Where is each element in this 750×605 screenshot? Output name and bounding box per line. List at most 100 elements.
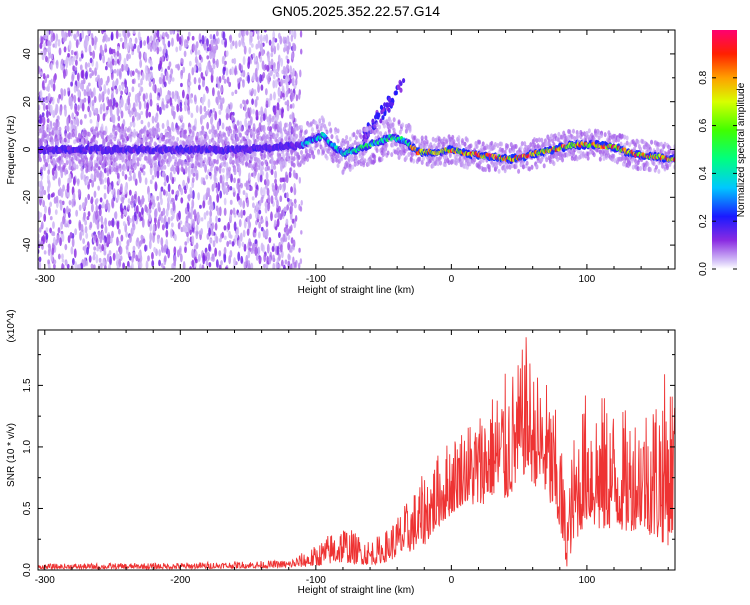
noise-cell bbox=[93, 251, 96, 256]
noise-cell bbox=[149, 44, 153, 53]
noise-cell bbox=[182, 66, 186, 74]
noise-cell bbox=[104, 65, 108, 71]
ridge-halo-cell bbox=[291, 128, 295, 134]
ridge-halo-cell bbox=[384, 146, 388, 152]
ridge-halo-cell bbox=[65, 160, 69, 166]
noise-cell bbox=[99, 197, 103, 203]
noise-cell bbox=[116, 194, 120, 201]
noise-cell bbox=[182, 224, 186, 233]
noise-cell bbox=[142, 93, 146, 102]
noise-cell bbox=[171, 77, 175, 82]
noise-cell bbox=[286, 58, 290, 64]
ridge-halo-cell bbox=[321, 119, 325, 125]
ridge-halo-cell bbox=[387, 129, 391, 135]
noise-cell bbox=[142, 238, 146, 244]
ridge-halo-cell bbox=[85, 135, 89, 141]
noise-cell bbox=[252, 243, 256, 252]
noise-cell bbox=[234, 67, 237, 76]
noise-cell bbox=[201, 79, 205, 88]
noise-cell bbox=[133, 43, 137, 50]
noise-cell bbox=[118, 240, 122, 247]
noise-cell bbox=[110, 92, 114, 101]
ridge-halo-cell bbox=[225, 153, 229, 159]
ridge-halo-cell bbox=[269, 134, 273, 140]
ridge-halo-cell bbox=[354, 135, 358, 141]
ridge-halo-cell bbox=[180, 128, 184, 134]
ridge-halo-cell bbox=[217, 133, 221, 139]
noise-cell bbox=[179, 253, 183, 263]
noise-cell bbox=[88, 110, 92, 118]
noise-cell bbox=[295, 172, 299, 180]
noise-cell bbox=[101, 201, 105, 209]
noise-cell bbox=[219, 190, 223, 199]
noise-cell bbox=[83, 257, 87, 268]
noise-cell bbox=[109, 111, 113, 118]
ridge-halo-cell bbox=[336, 128, 340, 134]
noise-cell bbox=[47, 259, 51, 265]
ridge-halo-cell bbox=[310, 149, 314, 155]
noise-cell bbox=[221, 74, 225, 80]
noise-cell bbox=[224, 38, 228, 48]
ridge-halo-cell bbox=[235, 128, 239, 134]
noise-cell bbox=[292, 256, 295, 265]
noise-cell bbox=[197, 253, 201, 262]
ridge-halo-cell bbox=[295, 133, 299, 139]
ridge-halo-cell bbox=[358, 151, 362, 157]
ridge-halo-cell bbox=[343, 138, 347, 144]
ridge-halo-cell bbox=[184, 129, 188, 135]
noise-cell bbox=[78, 57, 82, 62]
noise-cell bbox=[132, 245, 136, 252]
noise-cell bbox=[71, 73, 75, 82]
ridge-halo-cell bbox=[203, 157, 207, 163]
noise-cell bbox=[134, 37, 138, 44]
noise-cell bbox=[165, 221, 169, 230]
noise-cell bbox=[210, 73, 214, 83]
noise-cell bbox=[279, 177, 283, 183]
noise-cell bbox=[286, 45, 290, 55]
noise-cell bbox=[85, 175, 89, 186]
ridge-halo-cell bbox=[370, 128, 374, 134]
ridge-halo-cell bbox=[187, 157, 191, 163]
noise-cell bbox=[291, 103, 295, 109]
noise-cell bbox=[216, 193, 220, 203]
noise-cell bbox=[195, 242, 199, 250]
noise-cell bbox=[291, 78, 295, 86]
noise-cell bbox=[225, 67, 229, 76]
noise-cell bbox=[103, 84, 107, 93]
noise-cell bbox=[161, 244, 164, 253]
noise-cell bbox=[223, 225, 227, 231]
noise-cell bbox=[117, 115, 121, 122]
noise-cell bbox=[147, 73, 151, 82]
ridge-halo-cell bbox=[71, 128, 75, 134]
noise-cell bbox=[99, 262, 103, 269]
noise-cell bbox=[251, 98, 254, 106]
ridge-halo-cell bbox=[104, 161, 108, 167]
noise-cell bbox=[47, 180, 51, 189]
ridge-halo-cell bbox=[95, 126, 99, 132]
ridge-halo-cell bbox=[306, 157, 310, 163]
noise-cell bbox=[277, 211, 281, 220]
noise-cell bbox=[283, 206, 287, 212]
noise-cell bbox=[74, 66, 78, 71]
noise-cell bbox=[91, 99, 95, 107]
noise-cell bbox=[225, 187, 229, 194]
noise-cell bbox=[215, 259, 219, 268]
ridge-halo-cell bbox=[367, 132, 371, 138]
noise-cell bbox=[193, 94, 197, 103]
noise-cell bbox=[209, 210, 213, 218]
noise-cell bbox=[60, 91, 64, 101]
ridge-halo-cell bbox=[223, 132, 227, 138]
noise-cell bbox=[299, 30, 303, 38]
noise-cell bbox=[263, 30, 267, 33]
noise-cell bbox=[103, 251, 107, 256]
noise-cell bbox=[242, 200, 246, 209]
noise-cell bbox=[126, 42, 130, 51]
noise-cell bbox=[153, 246, 157, 253]
ridge-halo-cell bbox=[145, 136, 149, 142]
noise-cell bbox=[66, 263, 70, 269]
noise-cell bbox=[209, 33, 213, 40]
ridge-halo-cell bbox=[114, 130, 118, 136]
ridge-halo-cell bbox=[141, 138, 145, 144]
ridge-halo-cell bbox=[304, 129, 308, 135]
